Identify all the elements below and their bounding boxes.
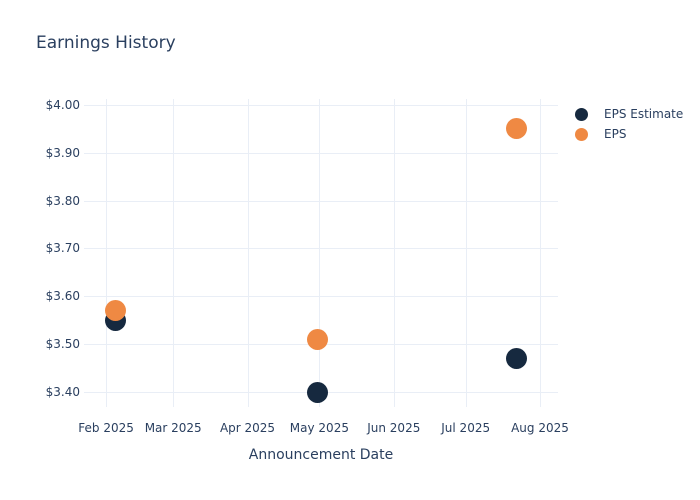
y-gridline [84,152,558,154]
legend-item-eps-estimate[interactable]: EPS Estimate [575,104,683,124]
x-gridline [247,99,249,407]
y-tick-label: $3.90 [45,145,80,160]
x-tick-label: May 2025 [289,421,349,435]
data-point-eps[interactable] [505,118,527,140]
x-tick-label: Aug 2025 [511,421,569,435]
y-tick-label: $3.40 [45,385,80,400]
x-gridline [465,99,467,407]
legend-marker-icon [575,107,588,121]
legend-label: EPS [604,127,627,141]
data-point-eps-estimate[interactable] [306,381,328,403]
y-tick-label: $3.80 [45,193,80,208]
x-axis-title: Announcement Date [248,447,394,463]
y-gridline [84,248,558,250]
y-tick-label: $4.00 [45,97,80,112]
y-gridline [84,104,558,106]
x-gridline [106,99,108,407]
y-tick-label: $3.70 [45,241,80,256]
chart-title: Earnings History [36,33,176,53]
x-tick-label: Apr 2025 [219,421,276,435]
legend-item-eps[interactable]: EPS [575,124,683,144]
x-gridline [393,99,395,407]
x-gridline [540,99,541,407]
y-gridline [84,296,558,298]
x-tick-label: Jun 2025 [367,421,421,435]
legend-marker-icon [575,127,588,141]
x-gridline [173,99,175,407]
legend-label: EPS Estimate [604,107,684,121]
x-tick-label: Feb 2025 [78,421,134,435]
x-gridline [319,99,321,407]
data-point-eps-estimate[interactable] [505,348,527,370]
x-tick-label: Jul 2025 [441,421,491,435]
y-tick-label: $3.60 [45,289,80,304]
data-point-eps[interactable] [105,300,127,322]
y-tick-label: $3.50 [45,337,80,352]
data-point-eps[interactable] [306,329,328,350]
x-tick-label: Mar 2025 [144,421,202,435]
legend: EPS Estimate EPS [575,104,683,144]
y-gridline [84,200,558,202]
